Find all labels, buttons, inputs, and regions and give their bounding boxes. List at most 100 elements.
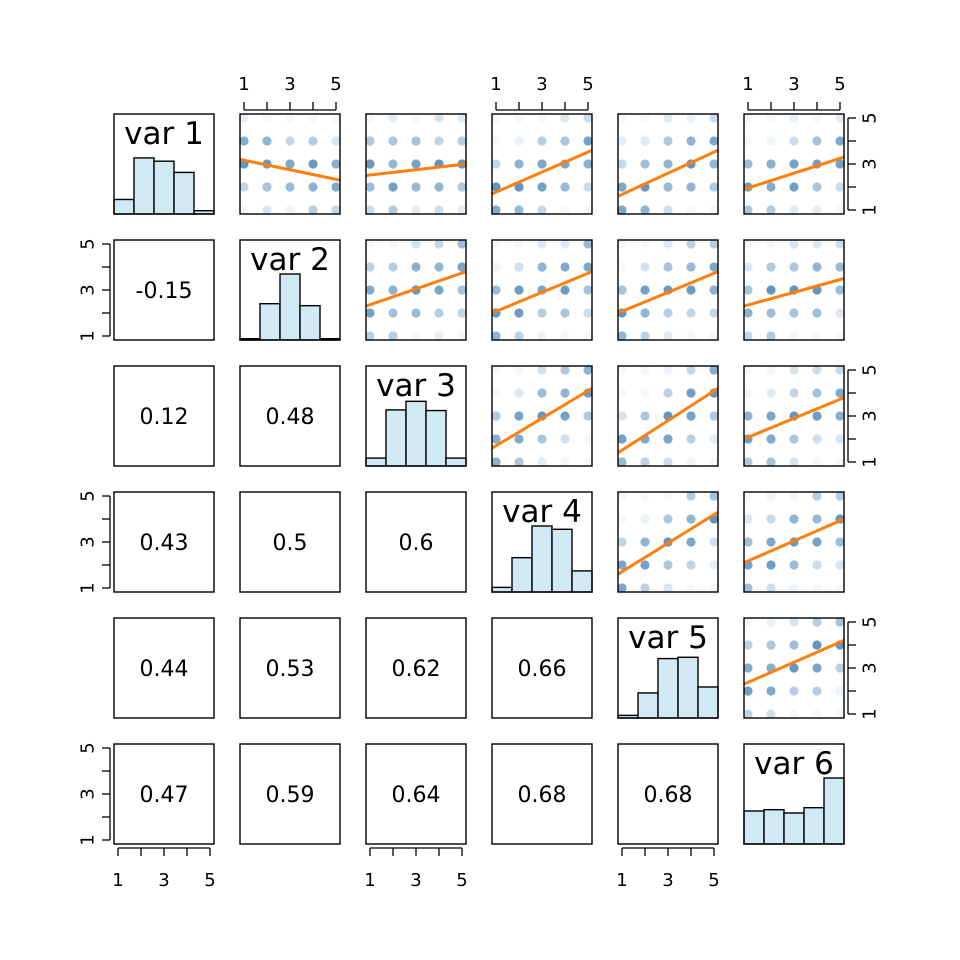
- scatter-point: [514, 262, 524, 272]
- tick-label: 5: [204, 870, 215, 891]
- variable-label: var 3: [376, 368, 456, 404]
- scatter-point: [835, 537, 845, 547]
- scatter-point: [743, 537, 753, 547]
- panel-frame: [239, 491, 341, 593]
- histogram-bar: [551, 528, 573, 593]
- scatter-point: [560, 411, 570, 421]
- histogram-bar: [385, 409, 407, 467]
- scatter-point: [617, 434, 627, 444]
- scatter-point: [514, 136, 524, 146]
- scatter-point: [835, 411, 845, 421]
- x-axis-bottom: 1 3 5: [616, 847, 720, 891]
- scatter-point: [766, 560, 776, 570]
- panel-frame: [113, 743, 215, 845]
- scatter-point: [331, 182, 341, 192]
- scatter-point: [835, 491, 845, 501]
- panel-frame: [365, 365, 467, 467]
- scatter-point: [617, 159, 627, 169]
- panel-frame: [113, 491, 215, 593]
- scatter-point: [640, 457, 650, 467]
- y-axis-right: 1 3 5: [847, 112, 881, 216]
- scatter-point: [514, 159, 524, 169]
- scatter-point: [766, 583, 776, 593]
- scatter-point: [766, 262, 776, 272]
- scatter-point: [766, 434, 776, 444]
- scatter-point: [812, 560, 822, 570]
- scatter-point: [835, 388, 845, 398]
- scatter-point: [709, 308, 719, 318]
- scatter-point: [583, 411, 593, 421]
- scatter-point: [537, 262, 547, 272]
- scatter-point: [812, 205, 822, 215]
- x-axis-top: 1 3 5: [490, 74, 594, 111]
- scatter-point: [262, 205, 272, 215]
- scatter-point: [663, 560, 673, 570]
- scatter-point: [457, 308, 467, 318]
- tick-label: 5: [330, 74, 341, 95]
- panel-frame: [617, 239, 719, 341]
- scatter-point: [640, 331, 650, 341]
- histogram-bar: [133, 157, 155, 215]
- scatter-point: [537, 388, 547, 398]
- scatter-point: [686, 308, 696, 318]
- scatter-point: [537, 239, 547, 249]
- scatter-point: [812, 457, 822, 467]
- scatter-point: [617, 262, 627, 272]
- scatter-point: [812, 686, 822, 696]
- scatter-point: [331, 159, 341, 169]
- scatter-point: [239, 113, 249, 123]
- scatter-point: [766, 617, 776, 627]
- scatter-point: [709, 457, 719, 467]
- histogram-bar: [763, 808, 785, 845]
- tick-label: 3: [536, 74, 547, 95]
- scatter-point: [491, 434, 501, 444]
- scatter-point: [640, 514, 650, 524]
- scatter-point: [789, 239, 799, 249]
- tick-label: 3: [410, 870, 421, 891]
- tick-label: 1: [78, 582, 99, 593]
- scatter-point: [743, 514, 753, 524]
- scatter-point: [560, 182, 570, 192]
- scatter-point: [812, 514, 822, 524]
- scatter-point: [789, 113, 799, 123]
- scatter-point: [583, 113, 593, 123]
- scatter-point: [709, 285, 719, 295]
- scatter-point: [388, 182, 398, 192]
- scatter-point: [709, 560, 719, 570]
- fit-line: [743, 517, 845, 565]
- scatter-point: [514, 434, 524, 444]
- fit-line: [239, 157, 341, 182]
- x-axis-top: 1 3 5: [238, 74, 342, 111]
- scatter-point: [812, 182, 822, 192]
- scatter-point: [491, 388, 501, 398]
- panel-frame: [239, 365, 341, 467]
- scatter-point: [766, 514, 776, 524]
- tick-label: 5: [78, 490, 99, 501]
- scatter-point: [686, 560, 696, 570]
- histogram-bar: [259, 303, 281, 341]
- scatter-point: [411, 113, 421, 123]
- scatter-point: [434, 308, 444, 318]
- scatter-point: [812, 583, 822, 593]
- scatter-point: [663, 434, 673, 444]
- scatter-point: [743, 411, 753, 421]
- scatter-point: [491, 113, 501, 123]
- scatter-point: [812, 537, 822, 547]
- correlation-value: 0.64: [392, 783, 441, 808]
- scatter-point: [285, 113, 295, 123]
- scatter-point: [640, 113, 650, 123]
- scatter-point: [640, 308, 650, 318]
- scatter-point: [835, 709, 845, 719]
- scatter-point: [812, 239, 822, 249]
- panel-frame: [365, 743, 467, 845]
- scatter-point: [640, 411, 650, 421]
- fit-line: [491, 148, 593, 196]
- scatter-point: [789, 331, 799, 341]
- panel-frame: [239, 617, 341, 719]
- scatter-point: [766, 285, 776, 295]
- scatter-point: [491, 262, 501, 272]
- scatter-point: [365, 113, 375, 123]
- scatter-point: [812, 663, 822, 673]
- scatter-point: [583, 262, 593, 272]
